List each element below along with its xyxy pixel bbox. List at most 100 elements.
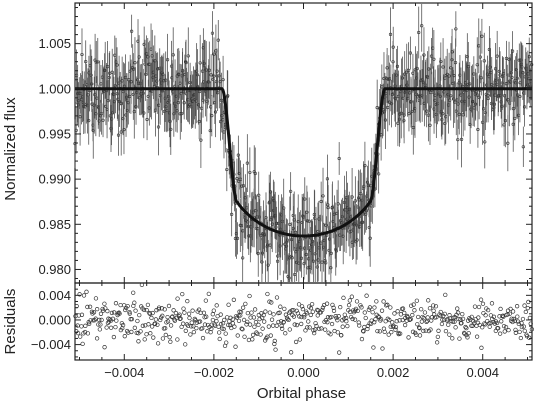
flux-point [156, 67, 160, 71]
residual-point [426, 298, 431, 303]
residual-point [110, 316, 116, 321]
residual-y-tick-label: 0.004 [38, 288, 71, 303]
flux-point [288, 222, 292, 226]
residual-point [507, 311, 512, 316]
flux-point [268, 200, 272, 204]
residual-point [154, 308, 159, 313]
flux-point [276, 254, 280, 258]
residual-point [331, 305, 336, 310]
residual-point [139, 282, 145, 287]
flux-point [521, 145, 525, 149]
residual-point [137, 312, 142, 318]
flux-point [225, 167, 229, 172]
residual-point [388, 324, 393, 329]
residual-point [347, 298, 353, 303]
flux-point [425, 74, 429, 79]
flux-point [408, 51, 412, 55]
residual-point [153, 317, 159, 322]
residual-point [200, 326, 205, 331]
residual-point [109, 310, 115, 316]
flux-point [406, 68, 411, 72]
flux-point [209, 73, 213, 77]
residual-point [180, 291, 185, 297]
residual-point [406, 335, 411, 340]
residual-point [390, 320, 395, 325]
flux-point [186, 54, 190, 58]
flux-point [449, 94, 453, 98]
flux-point [274, 225, 278, 229]
residual-point [527, 335, 532, 340]
flux-point [197, 119, 201, 124]
flux-point [260, 260, 264, 264]
flux-point [486, 96, 490, 101]
residual-point [245, 310, 250, 316]
residual-point [516, 321, 521, 327]
residual-point [387, 317, 392, 323]
residual-point [392, 311, 397, 316]
flux-point [395, 64, 400, 68]
flux-point [377, 172, 381, 176]
flux-point [201, 98, 205, 102]
x-tick-label: 0.000 [287, 365, 320, 380]
residual-point [240, 327, 245, 332]
flux-point [420, 24, 424, 28]
flux-point [490, 82, 494, 87]
residual-point [481, 310, 486, 316]
residual-point [181, 321, 186, 326]
residual-point [395, 309, 400, 314]
y-tick-label: 0.990 [38, 172, 71, 187]
residual-point [477, 322, 482, 328]
residual-point [476, 315, 481, 320]
residual-point [340, 324, 345, 329]
residual-point [382, 329, 387, 335]
residual-point [400, 306, 406, 311]
residual-point [85, 304, 90, 310]
flux-point [498, 73, 502, 77]
residual-point [417, 326, 422, 331]
residual-point [274, 295, 280, 300]
residual-point [256, 312, 261, 318]
residual-point [269, 317, 275, 322]
flux-point [290, 256, 294, 260]
residual-point [420, 314, 425, 320]
flux-point [137, 55, 141, 59]
residual-point [397, 318, 402, 323]
residual-point [250, 332, 256, 338]
residual-point [165, 319, 171, 324]
residual-point [455, 306, 460, 311]
flux-point [311, 259, 316, 263]
residual-point [99, 317, 104, 323]
flux-point [207, 68, 211, 72]
residual-point [344, 319, 349, 324]
residual-point [513, 327, 518, 333]
residual-point [372, 305, 377, 310]
residual-point [346, 303, 352, 308]
residual-y-tick-label: −0.004 [31, 337, 71, 352]
residual-point [276, 319, 281, 325]
residual-point [120, 322, 126, 328]
flux-point [336, 202, 340, 206]
residual-point [398, 331, 403, 336]
y-tick-label: 0.995 [38, 126, 71, 141]
residual-point [281, 319, 286, 325]
flux-point [409, 99, 413, 104]
residual-point [294, 308, 299, 313]
residual-point [361, 329, 366, 334]
residual-point [342, 316, 347, 321]
residual-point [452, 319, 457, 324]
residual-point [108, 325, 114, 330]
residual-point [150, 310, 155, 316]
residual-point [310, 309, 315, 314]
residual-point [217, 336, 222, 342]
residual-point [209, 326, 214, 332]
residual-point [277, 310, 282, 315]
flux-point [530, 63, 534, 67]
residual-point [185, 299, 190, 304]
flux-point [375, 105, 379, 110]
residual-point [230, 317, 235, 322]
flux-point [505, 81, 509, 86]
residual-point [400, 317, 405, 323]
residual-point [510, 309, 516, 314]
residual-point [100, 308, 106, 313]
residual-point [269, 300, 274, 305]
